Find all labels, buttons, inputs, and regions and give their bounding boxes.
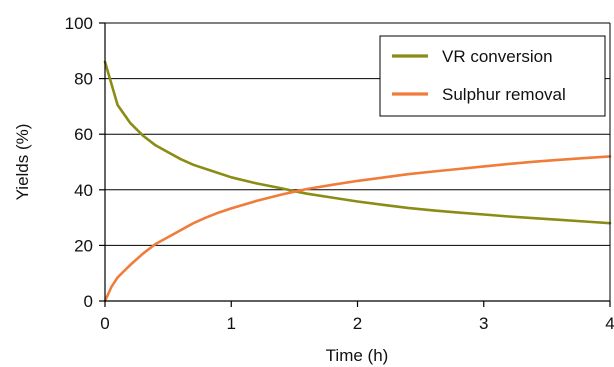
y-tick-label-60: 60 <box>74 125 93 144</box>
series-line-sulphur-removal <box>103 155 612 303</box>
y-tick-label-20: 20 <box>74 236 93 255</box>
y-tick-label-100: 100 <box>65 14 93 33</box>
x-tick-label-2: 2 <box>353 314 362 333</box>
axes <box>99 22 611 307</box>
x-tick-label-0: 0 <box>100 314 109 333</box>
x-tick-label-4: 4 <box>605 314 614 333</box>
y-axis-title: Yields (%) <box>13 124 32 201</box>
x-axis-title: Time (h) <box>326 346 389 365</box>
x-tick-label-3: 3 <box>479 314 488 333</box>
series-lines <box>103 60 612 303</box>
legend-box <box>379 35 606 117</box>
y-tick-label-80: 80 <box>74 70 93 89</box>
legend: VR conversion Sulphur removal <box>379 35 606 117</box>
x-tick-labels: 0 1 2 3 4 <box>100 314 614 333</box>
y-tick-labels: 0 20 40 60 80 100 <box>65 14 93 311</box>
x-tick-label-1: 1 <box>227 314 236 333</box>
y-tick-label-0: 0 <box>84 292 93 311</box>
legend-label-vr-conversion: VR conversion <box>442 47 553 66</box>
y-tick-label-40: 40 <box>74 181 93 200</box>
legend-label-sulphur-removal: Sulphur removal <box>442 85 566 104</box>
